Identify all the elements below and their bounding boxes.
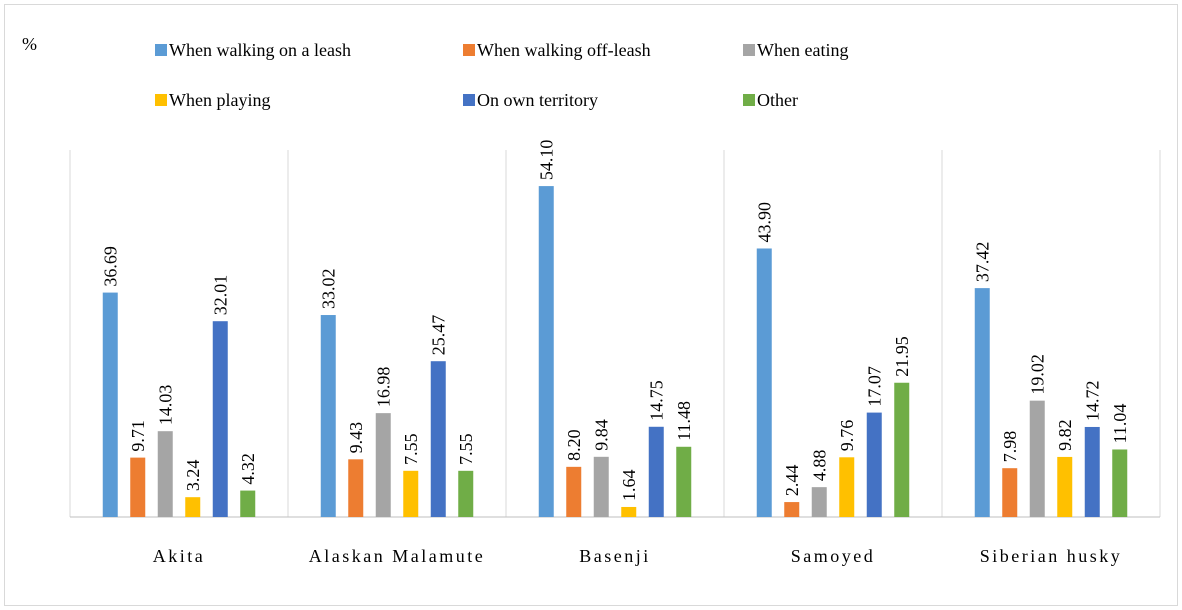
bar [593,456,609,517]
legend-swatch [743,44,755,56]
data-label: 11.48 [674,401,694,441]
bar [240,490,256,517]
data-label: 4.88 [809,450,829,482]
bar [1057,456,1073,517]
legend-swatch [463,44,475,56]
data-label: 14.03 [155,385,175,426]
y-axis-label: % [22,34,37,54]
bar [1029,400,1045,517]
data-label: 54.10 [536,140,556,181]
bar [1002,468,1018,517]
legend-label: Other [757,90,798,110]
x-tick-label: Alaskan Malamute [308,546,486,566]
bar [538,186,554,518]
bar [784,502,800,517]
bar [430,361,446,517]
data-label: 8.20 [564,429,584,461]
x-tick-label: Samoyed [790,546,876,566]
legend-label: When walking on a leash [169,40,351,60]
legend-label: When walking off-leash [477,40,651,60]
bar [157,431,173,517]
data-label: 4.32 [238,453,258,485]
data-label: 1.64 [619,469,639,501]
data-label: 43.90 [754,202,774,243]
bar [185,497,201,517]
bar [811,487,827,517]
data-label: 3.24 [183,460,203,492]
data-label: 36.69 [100,246,120,287]
legend-label: On own territory [477,90,598,110]
legend-label: When eating [757,40,848,60]
bar [320,315,336,517]
legend-swatch [743,94,755,106]
bar [974,288,990,517]
data-label: 9.76 [837,420,857,452]
x-tick-label: Akita [152,546,206,566]
data-label: 17.07 [864,366,884,407]
data-label: 9.84 [591,419,611,451]
bar [458,470,474,517]
data-label: 33.02 [318,269,338,310]
bar [756,248,772,517]
data-label: 14.75 [646,380,666,421]
bar [621,506,637,517]
x-tick-label: Siberian husky [979,546,1123,566]
bar [130,457,146,517]
bar [102,292,118,517]
bar [839,457,855,517]
data-label: 7.55 [401,433,421,465]
data-label: 21.95 [892,336,912,377]
data-label: 14.72 [1082,380,1102,421]
bar [212,321,228,517]
data-label: 7.55 [456,433,476,465]
data-label: 32.01 [210,275,230,316]
legend-swatch [155,44,167,56]
bar [348,459,364,517]
data-label: 19.02 [1027,354,1047,395]
data-label: 9.43 [346,422,366,454]
bar [1084,426,1100,517]
legend-swatch [463,94,475,106]
bar [866,412,882,517]
bar [566,466,582,517]
data-label: 7.98 [1000,431,1020,463]
chart-border [4,4,1178,606]
data-label: 16.98 [373,367,393,408]
bar [403,470,419,517]
bar [648,426,664,517]
x-tick-label: Basenji [579,546,651,566]
bar [1112,449,1128,517]
legend-swatch [155,94,167,106]
bar [676,446,692,517]
bar [375,413,391,517]
data-label: 25.47 [428,315,448,356]
bar [894,382,910,517]
data-label: 11.04 [1110,404,1130,444]
data-label: 9.82 [1055,419,1075,451]
data-label: 37.42 [972,242,992,283]
data-label: 9.71 [128,420,148,452]
legend-label: When playing [169,90,270,110]
data-label: 2.44 [782,465,802,497]
